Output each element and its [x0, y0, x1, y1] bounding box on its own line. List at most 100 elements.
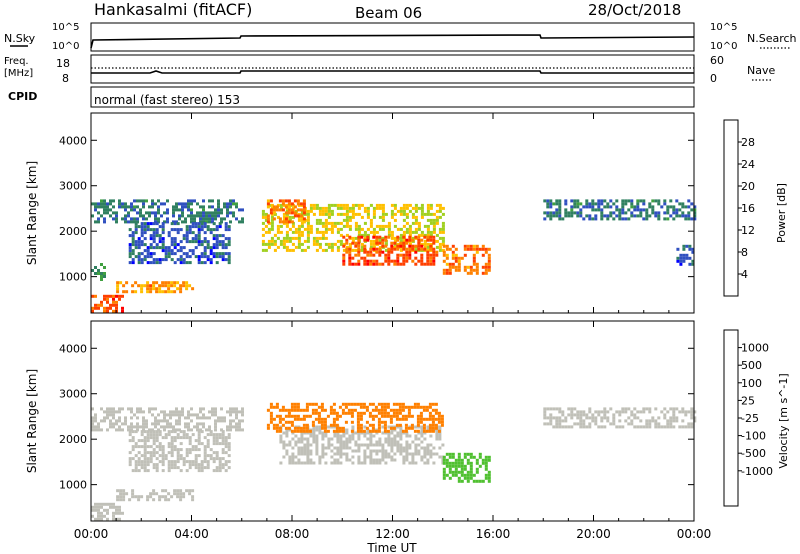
scatter-cell — [663, 211, 667, 215]
scatter-cell — [315, 221, 319, 225]
scatter-cell — [158, 454, 162, 458]
scatter-cell — [128, 439, 132, 443]
scatter-cell — [411, 455, 415, 459]
scatter-cell — [194, 255, 198, 259]
scatter-cell — [429, 221, 433, 225]
scatter-cell — [218, 255, 222, 259]
scatter-cell — [594, 214, 598, 218]
scatter-cell — [378, 458, 382, 462]
scatter-cell — [618, 410, 622, 414]
scatter-cell — [161, 445, 165, 449]
scatter-cell — [188, 448, 192, 452]
scatter-cell — [332, 417, 336, 421]
scatter-cell — [209, 433, 213, 437]
scatter-cell — [91, 428, 94, 432]
scatter-cell — [339, 440, 343, 444]
scatter-cell — [330, 230, 334, 234]
scatter-cell — [190, 199, 193, 203]
scatter-cell — [197, 430, 201, 434]
scatter-cell — [128, 246, 132, 250]
scatter-cell — [396, 431, 400, 435]
colorbar-tick-label: -25 — [741, 412, 759, 425]
scatter-cell — [299, 426, 303, 430]
scatter-cell — [390, 247, 394, 251]
scatter-cell — [448, 262, 452, 266]
scatter-cell — [684, 214, 688, 218]
scatter-cell — [405, 241, 409, 245]
scatter-cell — [106, 208, 109, 212]
scatter-cell — [378, 203, 382, 207]
scatter-cell — [432, 241, 436, 245]
scatter-cell — [381, 241, 385, 245]
scatter-cell — [435, 233, 439, 237]
scatter-cell — [669, 422, 673, 426]
scatter-cell — [235, 425, 238, 429]
scatter-cell — [312, 206, 316, 210]
scatter-cell — [181, 220, 184, 224]
scatter-cell — [149, 433, 153, 437]
colorbar-tick-label: -1000 — [741, 465, 773, 478]
scatter-cell — [103, 208, 106, 212]
scatter-cell — [323, 408, 327, 412]
scatter-cell — [315, 230, 319, 234]
scatter-cell — [363, 259, 367, 263]
scatter-cell — [393, 224, 397, 228]
scatter-cell — [336, 434, 340, 438]
scatter-cell — [194, 463, 198, 467]
scatter-cell — [266, 220, 270, 224]
scatter-cell — [365, 420, 369, 424]
scatter-cell — [285, 449, 289, 453]
scatter-cell — [140, 287, 144, 291]
scatter-cell — [422, 426, 426, 430]
scatter-cell — [645, 214, 649, 218]
scatter-cell — [567, 211, 571, 215]
scatter-cell — [402, 239, 406, 243]
scatter-cell — [402, 241, 406, 245]
scatter-cell — [200, 469, 204, 473]
scatter-cell — [648, 425, 652, 429]
scatter-cell — [197, 231, 201, 235]
scatter-cell — [588, 205, 592, 209]
scatter-cell — [399, 212, 403, 216]
scatter-cell — [157, 217, 160, 221]
scatter-cell — [693, 217, 697, 221]
scatter-cell — [363, 425, 367, 429]
scatter-cell — [332, 402, 336, 406]
scatter-cell — [445, 253, 449, 257]
scatter-cell — [672, 217, 676, 221]
scatter-cell — [100, 514, 103, 518]
scatter-cell — [378, 227, 382, 231]
scatter-cell — [100, 502, 103, 506]
scatter-cell — [97, 205, 100, 209]
scatter-cell — [130, 217, 133, 221]
scatter-cell — [417, 238, 421, 242]
scatter-cell — [235, 205, 238, 209]
scatter-cell — [341, 411, 345, 415]
scatter-cell — [387, 440, 391, 444]
scatter-cell — [164, 433, 168, 437]
scatter-cell — [200, 466, 204, 470]
colorbar-tick-label: 24 — [741, 158, 755, 171]
scatter-cell — [285, 434, 289, 438]
scatter-cell — [389, 414, 393, 418]
scatter-cell — [411, 440, 415, 444]
scatter-cell — [169, 410, 172, 414]
scatter-cell — [218, 240, 222, 244]
scatter-cell — [366, 233, 370, 237]
scatter-cell — [438, 230, 442, 234]
scatter-cell — [555, 208, 559, 212]
scatter-cell — [351, 209, 355, 213]
scatter-cell — [270, 242, 274, 246]
scatter-cell — [118, 419, 121, 423]
scatter-cell — [648, 410, 652, 414]
scatter-cell — [603, 413, 607, 417]
scatter-cell — [94, 266, 97, 269]
scatter-cell — [106, 300, 109, 304]
scatter-cell — [420, 212, 424, 216]
scatter-cell — [440, 420, 444, 424]
scatter-cell — [357, 250, 361, 254]
scatter-cell — [293, 414, 297, 418]
scatter-cell — [278, 429, 282, 433]
scatter-cell — [552, 407, 556, 411]
